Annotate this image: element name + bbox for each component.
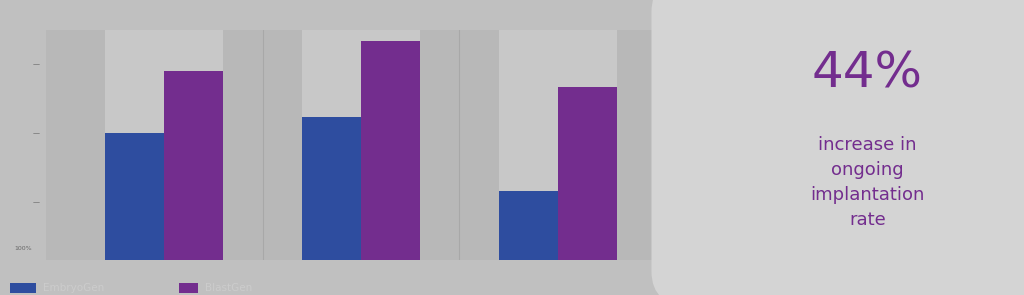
Text: —: — (32, 130, 39, 136)
Bar (302, 117, 360, 260)
Bar (360, 30, 420, 260)
Bar (499, 191, 558, 260)
Text: EmbryoGen: EmbryoGen (43, 283, 104, 293)
Text: —: — (32, 61, 39, 67)
FancyBboxPatch shape (179, 283, 198, 293)
Text: 44%: 44% (812, 50, 923, 98)
Bar (302, 30, 360, 260)
Bar (360, 41, 420, 260)
FancyBboxPatch shape (651, 0, 1024, 295)
FancyBboxPatch shape (10, 283, 36, 293)
Bar (558, 87, 616, 260)
Text: increase in
ongoing
implantation
rate: increase in ongoing implantation rate (810, 136, 925, 230)
Bar (499, 30, 558, 260)
Text: BlastGen: BlastGen (205, 283, 252, 293)
Bar (164, 30, 223, 260)
Bar (105, 30, 164, 260)
Bar (164, 71, 223, 260)
Bar (558, 30, 616, 260)
Bar (105, 133, 164, 260)
Text: 100%: 100% (14, 246, 32, 250)
Text: —: — (32, 199, 39, 205)
